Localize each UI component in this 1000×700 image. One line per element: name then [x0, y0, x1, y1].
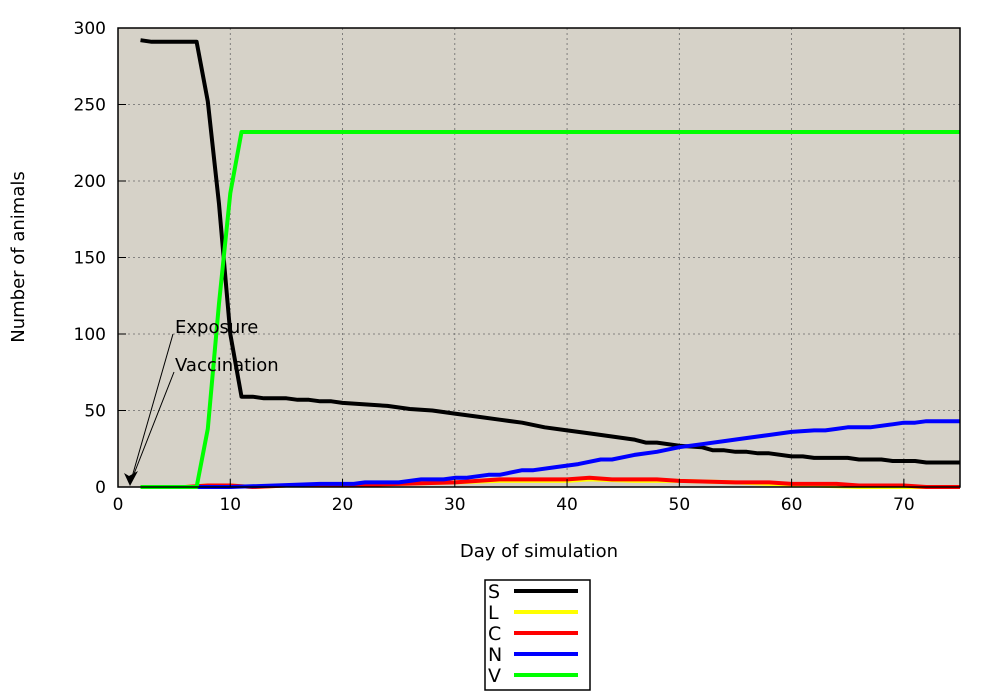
annotation-exposure-arrow: [129, 333, 174, 485]
x-tick-label: 40: [556, 495, 578, 515]
y-tick-label: 100: [74, 325, 106, 345]
series-line-v: [140, 130, 960, 489]
x-tick-label: 30: [444, 495, 466, 515]
legend-label-c: C: [488, 623, 501, 645]
legend-label-n: N: [488, 644, 502, 666]
series-line-s: [140, 38, 960, 465]
annotation-vaccination-arrow: [129, 371, 175, 485]
annotation-exposure-label: Exposure: [175, 317, 258, 338]
y-axis-title: Number of animals: [8, 171, 29, 342]
x-axis-title: Day of simulation: [460, 541, 618, 562]
annotation-vaccination-label: Vaccination: [175, 355, 279, 376]
grid: [118, 28, 960, 487]
annotation-vaccination: Vaccination: [129, 355, 279, 485]
x-tick-label: 10: [219, 495, 241, 515]
x-tick-label: 70: [893, 495, 915, 515]
legend-label-v: V: [488, 665, 501, 687]
y-tick-label: 50: [84, 402, 106, 422]
y-tick-label: 150: [74, 249, 106, 269]
annotation-exposure: Exposure: [129, 317, 258, 485]
axis-ticks: 0 10 20 30 40 50 60 70 0 50 100 150 200 250 300: [74, 19, 915, 515]
x-tick-label: 20: [332, 495, 354, 515]
x-tick-label: 0: [113, 495, 124, 515]
y-tick-label: 0: [95, 478, 106, 498]
legend-label-s: S: [488, 581, 500, 603]
y-tick-label: 300: [74, 19, 106, 39]
legend-label-l: L: [488, 602, 499, 624]
y-tick-label: 200: [74, 172, 106, 192]
series-line-n: [140, 419, 960, 489]
y-tick-label: 250: [74, 96, 106, 116]
x-tick-label: 60: [781, 495, 803, 515]
x-tick-label: 50: [669, 495, 691, 515]
annotation-arrowhead: [124, 471, 138, 486]
